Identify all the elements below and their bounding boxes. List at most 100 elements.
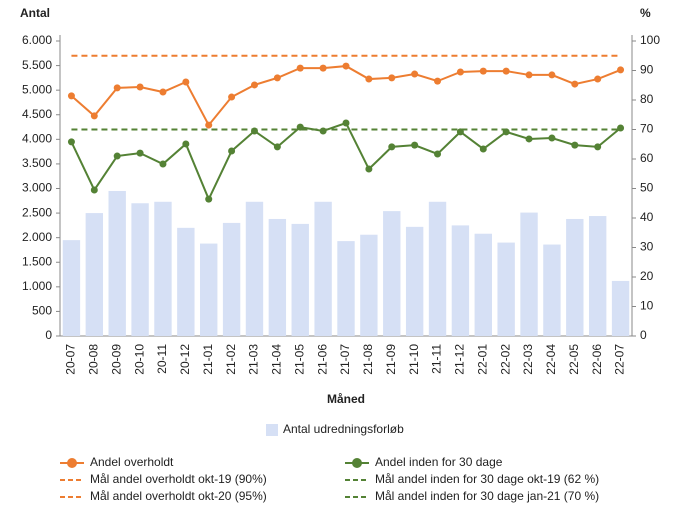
x-tick-label: 20-08: [86, 344, 100, 375]
x-tick-label: 22-02: [498, 344, 512, 375]
x-tick-label: 21-08: [361, 344, 375, 375]
bar: [543, 244, 561, 336]
point: [205, 195, 213, 203]
point: [548, 71, 556, 79]
x-tick-label: 21-05: [292, 344, 306, 375]
point: [479, 145, 487, 153]
point: [273, 143, 281, 151]
point: [342, 119, 350, 127]
y-tick-label: 5.000: [22, 82, 52, 96]
point: [273, 74, 281, 82]
y-tick-label: 3.000: [22, 181, 52, 195]
bar: [337, 241, 355, 336]
x-tick-label: 20-07: [64, 344, 78, 375]
x-tick-label: 21-09: [384, 344, 398, 375]
y2-tick-label: 100: [640, 33, 660, 47]
point: [456, 128, 464, 136]
point: [617, 124, 625, 132]
x-tick-label: 22-03: [521, 344, 535, 375]
y2-tick-label: 20: [640, 269, 654, 283]
bar: [200, 243, 218, 336]
bar: [360, 234, 378, 336]
point: [388, 74, 396, 82]
point: [90, 112, 98, 120]
x-tick-label: 20-09: [109, 344, 123, 375]
y-tick-label: 6.000: [22, 33, 52, 47]
point: [250, 127, 258, 135]
y-tick-label: 1.000: [22, 279, 52, 293]
x-axis-title: Måned: [327, 392, 365, 406]
bar: [245, 201, 264, 336]
point: [319, 127, 327, 135]
y-tick-label: 2.000: [22, 230, 52, 244]
point: [548, 134, 556, 142]
bar: [566, 218, 584, 336]
point: [90, 186, 98, 194]
point: [502, 67, 510, 75]
y-tick-label: 5.500: [22, 58, 52, 72]
y2-tick-label: 0: [640, 328, 647, 342]
point: [594, 75, 602, 83]
point: [250, 81, 258, 89]
point: [525, 71, 533, 79]
bar: [451, 225, 470, 336]
y-axis-title: Antal: [20, 6, 50, 20]
bar: [85, 213, 104, 336]
bar: [222, 222, 241, 336]
point: [456, 68, 464, 76]
x-tick-label: 22-05: [567, 344, 581, 375]
y-tick-label: 2.500: [22, 205, 52, 219]
x-tick-label: 22-06: [590, 344, 604, 375]
line: [70, 65, 621, 127]
point: [319, 64, 327, 72]
legend-swatch: [266, 424, 278, 436]
point: [67, 92, 75, 100]
y2-tick-label: 60: [640, 151, 654, 165]
point: [136, 149, 144, 157]
point: [205, 121, 213, 129]
legend-marker: [67, 458, 77, 468]
point: [296, 64, 304, 72]
bar: [177, 227, 195, 336]
x-tick-label: 21-02: [224, 344, 238, 375]
point: [388, 143, 396, 151]
legend-label: Antal udredningsforløb: [283, 422, 404, 436]
point: [113, 84, 121, 92]
point: [296, 123, 304, 131]
x-tick-label: 21-01: [201, 344, 215, 375]
point: [411, 141, 419, 149]
x-tick-label: 22-04: [544, 344, 558, 375]
x-tick-label: 21-12: [453, 344, 467, 375]
line: [70, 121, 622, 202]
point: [159, 160, 167, 168]
point: [525, 135, 533, 143]
bar: [291, 223, 309, 336]
bar: [268, 218, 287, 336]
bar: [154, 201, 172, 336]
legend-label: Andel inden for 30 dage: [375, 455, 503, 469]
bar: [405, 226, 424, 336]
y2-tick-label: 10: [640, 299, 654, 313]
legend-label: Mål andel overholdt okt-20 (95%): [90, 489, 267, 503]
point: [571, 80, 579, 88]
x-tick-label: 22-01: [475, 344, 489, 375]
bar: [383, 211, 401, 336]
legend-label: Mål andel inden for 30 dage jan-21 (70 %…: [375, 489, 599, 503]
x-tick-label: 20-12: [178, 344, 192, 375]
y-tick-label: 0: [45, 328, 52, 342]
point: [159, 88, 167, 96]
x-tick-label: 20-11: [155, 344, 169, 374]
y-tick-label: 500: [32, 304, 52, 318]
point: [479, 67, 487, 75]
point: [365, 165, 373, 173]
x-tick-label: 20-10: [132, 344, 146, 375]
point: [502, 128, 510, 136]
bar: [428, 201, 447, 336]
y2-tick-label: 80: [640, 92, 654, 106]
x-tick-label: 21-10: [407, 344, 421, 375]
y2-tick-label: 50: [640, 181, 654, 195]
bar: [131, 203, 149, 336]
y-tick-label: 1.500: [22, 254, 52, 268]
legend-label: Mål andel overholdt okt-19 (90%): [90, 472, 267, 486]
